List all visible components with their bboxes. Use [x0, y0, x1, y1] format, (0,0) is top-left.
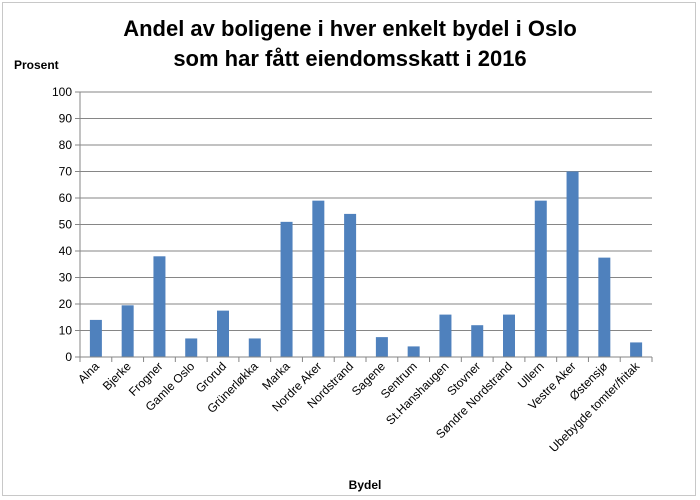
- y-tick-label: 50: [59, 218, 73, 232]
- bar: [248, 338, 261, 357]
- chart-title-line-2: som har fått eiendomsskatt i 2016: [173, 46, 527, 71]
- bar: [534, 200, 547, 357]
- y-tick-label: 30: [59, 271, 73, 285]
- bar: [153, 256, 166, 357]
- bar: [471, 325, 484, 357]
- bar: [121, 305, 134, 357]
- y-tick-label: 100: [52, 85, 72, 99]
- x-axis-label: Bydel: [348, 478, 382, 492]
- bar: [598, 257, 611, 357]
- chart-frame: [2, 2, 696, 496]
- y-tick-label: 70: [59, 165, 73, 179]
- chart-title: Andel av boligene i hver enkelt bydel i …: [0, 14, 700, 74]
- y-tick-label: 20: [59, 297, 73, 311]
- y-axis-label: Prosent: [14, 58, 59, 72]
- bar: [89, 319, 102, 357]
- bar: [312, 200, 325, 357]
- y-tick-label: 10: [59, 324, 73, 338]
- bar: [375, 337, 388, 357]
- y-tick-label: 80: [59, 138, 73, 152]
- y-tick-label: 90: [59, 112, 73, 126]
- y-tick-label: 0: [65, 350, 72, 364]
- y-tick-label: 40: [59, 244, 73, 258]
- chart-title-line-1: Andel av boligene i hver enkelt bydel i …: [123, 16, 577, 41]
- gridlines: [80, 91, 652, 331]
- bar: [185, 338, 198, 357]
- x-tick-label: Alna: [75, 359, 102, 386]
- bar: [503, 314, 515, 357]
- bar: [439, 314, 452, 357]
- bar: [217, 310, 229, 357]
- y-axis-ticks: 0 10 20 30 40 50 60 70 80 90 100: [52, 85, 80, 364]
- y-tick-label: 60: [59, 191, 73, 205]
- bar: [280, 221, 293, 357]
- bar: [407, 346, 420, 357]
- bars: [89, 171, 643, 357]
- bar: [566, 171, 579, 357]
- bar: [344, 213, 357, 357]
- bar: [630, 342, 643, 357]
